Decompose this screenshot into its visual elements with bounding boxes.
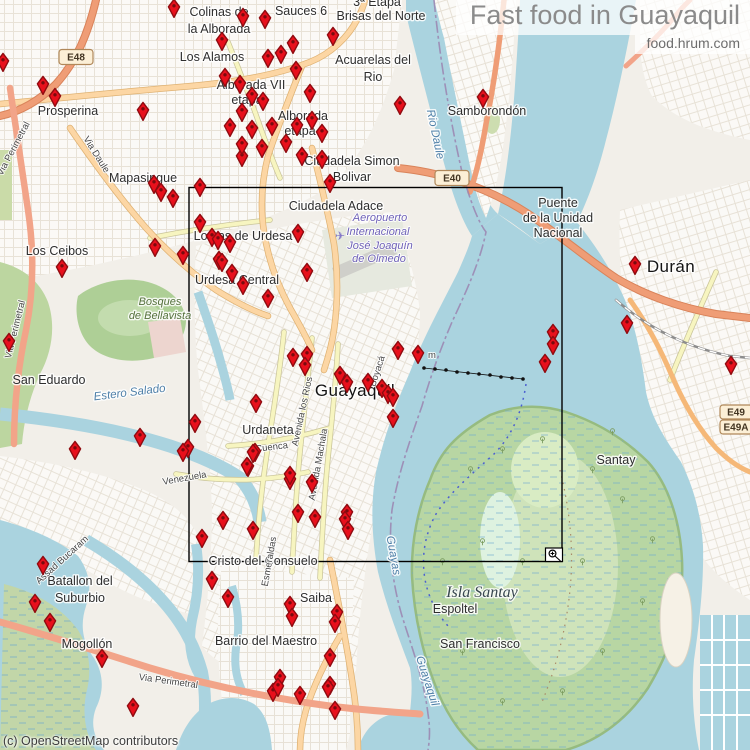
svg-text:E40: E40	[443, 174, 461, 185]
map-label: Suburbio	[55, 591, 105, 605]
map-label: San Francisco	[440, 637, 520, 651]
map-label: Prosperina	[38, 104, 98, 118]
svg-text:E48: E48	[67, 53, 85, 64]
map-label: Bolivar	[333, 170, 371, 184]
map-label: San Eduardo	[13, 373, 86, 387]
road-badge: E48	[58, 48, 94, 66]
map-label: la Alborada	[188, 22, 251, 36]
map-label: José Joaquín	[346, 240, 412, 252]
map-label: Sauces 6	[275, 4, 327, 18]
zoom-region-icon[interactable]	[544, 547, 564, 563]
map-label: Batallon del	[47, 574, 112, 588]
map-label: Espoltel	[433, 602, 477, 616]
map-label: Barrio del Maestro	[215, 634, 317, 648]
map-title-block: Fast food in Guayaquil food.hrum.com	[455, 0, 750, 54]
road-via-perimetral-south	[0, 618, 424, 718]
aquaculture-ponds	[700, 615, 750, 750]
ferry-route	[422, 366, 525, 381]
road-badge: E49	[719, 404, 750, 420]
map-label: Puente	[538, 196, 578, 210]
map-label: Los Alamos	[180, 50, 245, 64]
map-label: Urdaneta	[242, 423, 293, 437]
map-label: Brisas del Norte	[337, 9, 426, 23]
map-label: Rio	[364, 70, 383, 84]
selection-rectangle[interactable]	[188, 186, 563, 563]
road-e49	[627, 297, 750, 475]
page-title: Fast food in Guayaquil	[455, 0, 750, 35]
map-label: Samborondón	[448, 104, 527, 118]
map-label: ✈	[335, 229, 345, 243]
road-badge: E40	[434, 169, 470, 187]
map-label: Internacional	[347, 226, 411, 238]
airport-runway	[332, 242, 397, 280]
map-label: Los Ceibos	[26, 244, 89, 258]
map-label: de la Unidad	[523, 211, 593, 225]
map-label: de Olmedo	[352, 253, 406, 265]
map-labels: Colinas de la Alborada Sauces 6 3ª EtapaBri…	[0, 0, 696, 709]
map-label: Nacional	[534, 226, 583, 240]
map-label: de Bellavista	[129, 310, 191, 322]
map-label: Guayaquil	[315, 381, 395, 400]
rio-babahoyo	[498, 0, 636, 244]
map-label: Cristo del Consuelo	[208, 554, 317, 568]
map-label: Santay	[597, 453, 637, 467]
railway	[614, 298, 750, 360]
map-label: Alborada VII	[217, 78, 286, 92]
map-label: Mogollón	[62, 637, 113, 651]
map-label: Cuenca	[255, 440, 290, 455]
map-label: Bosques	[139, 296, 182, 308]
map-label: m	[428, 350, 436, 361]
road-badge: E49A	[719, 419, 750, 435]
svg-text:E49A: E49A	[723, 423, 748, 434]
selection-region	[188, 186, 564, 563]
isla-santay	[410, 405, 684, 750]
map-label: 3ª Etapa	[353, 0, 401, 9]
site-url: food.hrum.com	[634, 34, 750, 54]
stadium-area	[148, 318, 186, 358]
osm-attribution: (c) OpenStreetMap contributors	[3, 734, 179, 748]
map-label: Aeropuerto	[352, 212, 407, 224]
map-label: Urdesa Central	[195, 273, 279, 287]
map-label: Colinas de	[189, 5, 248, 19]
map-label: Mapasingue	[109, 171, 177, 185]
road-via-perimetral-west	[6, 84, 36, 448]
map-label: Durán	[647, 257, 695, 276]
map-label: Alborada	[278, 109, 328, 123]
map-label: Acuarelas del	[335, 53, 411, 67]
road-badges: E48 E40 E49 E49A	[58, 48, 750, 435]
map-label: Ciudadela Adace	[289, 199, 384, 213]
map-label: Saiba	[300, 591, 332, 605]
sandbank-island	[659, 572, 693, 668]
svg-text:E49: E49	[727, 408, 745, 419]
map-label: Isla Santay	[445, 584, 518, 601]
road-e48	[0, 0, 99, 119]
